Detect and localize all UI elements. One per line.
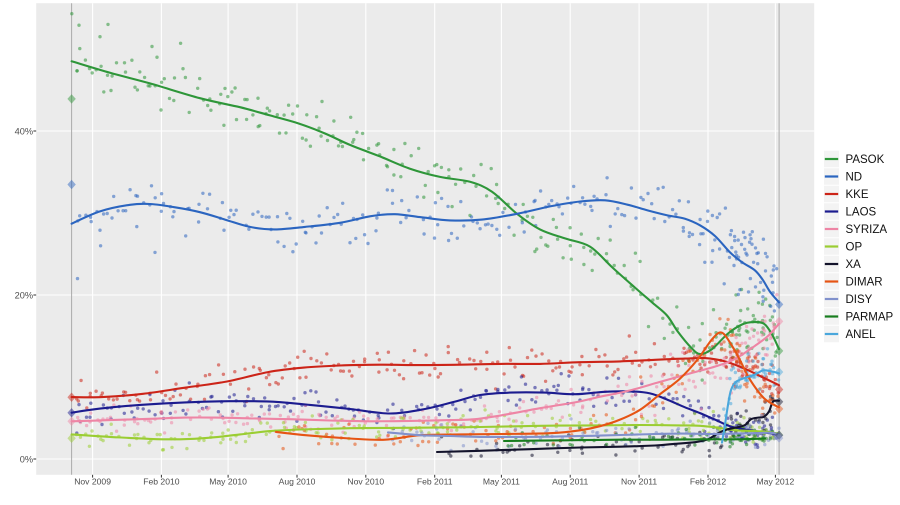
svg-text:ND: ND [846, 172, 863, 184]
svg-text:Aug 2010: Aug 2010 [279, 477, 316, 487]
svg-text:DIMAR: DIMAR [846, 277, 883, 289]
svg-text:Feb 2012: Feb 2012 [690, 477, 727, 487]
svg-text:OP: OP [846, 242, 863, 254]
svg-text:PARMAP: PARMAP [846, 312, 894, 324]
svg-text:40%: 40% [15, 126, 33, 136]
svg-text:Nov 2011: Nov 2011 [621, 477, 657, 487]
svg-text:DISY: DISY [846, 294, 873, 306]
svg-text:20%: 20% [15, 290, 33, 300]
svg-text:Feb 2010: Feb 2010 [143, 477, 180, 487]
svg-text:May 2011: May 2011 [483, 477, 520, 487]
svg-text:Feb 2011: Feb 2011 [417, 477, 453, 487]
svg-text:KKE: KKE [846, 189, 869, 201]
svg-text:XA: XA [846, 259, 862, 271]
svg-text:Nov 2009: Nov 2009 [74, 477, 111, 487]
svg-text:May 2012: May 2012 [757, 477, 795, 487]
svg-text:0%: 0% [20, 454, 33, 464]
svg-text:ANEL: ANEL [846, 329, 877, 341]
svg-text:Aug 2011: Aug 2011 [552, 477, 588, 487]
svg-text:PASOK: PASOK [846, 154, 885, 166]
svg-text:LAOS: LAOS [846, 207, 877, 219]
svg-text:Nov 2010: Nov 2010 [347, 477, 384, 487]
svg-text:SYRIZA: SYRIZA [846, 224, 888, 236]
svg-text:May 2010: May 2010 [209, 477, 247, 487]
